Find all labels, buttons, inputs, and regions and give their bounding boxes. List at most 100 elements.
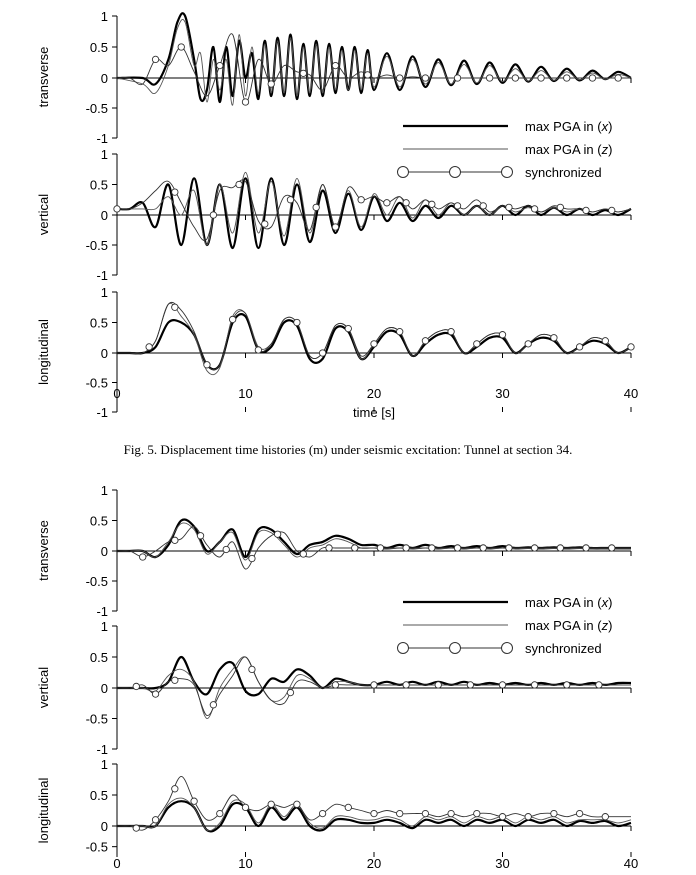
sync-marker-0-0-1 — [177, 43, 185, 51]
y-tick-label-1-2-2: 0 — [101, 819, 108, 834]
sync-marker-1-0-10 — [402, 544, 410, 552]
sync-marker-0-1-11 — [428, 200, 436, 208]
sync-marker-0-0-5 — [299, 69, 307, 78]
sync-marker-0-2-12 — [473, 340, 481, 348]
series-synchronized-0-1 — [116, 179, 632, 241]
y-tick-label-0-2-2: 0 — [101, 346, 108, 361]
sync-marker-0-1-12 — [453, 202, 462, 210]
sync-marker-0-2-0 — [145, 343, 153, 351]
y-tick-label-0-2-3: -0.5 — [86, 376, 108, 391]
y-tick-label-1-1-0: 1 — [101, 619, 108, 634]
sync-marker-0-2-14 — [524, 340, 532, 348]
legend-label-0-s: synchronized — [525, 165, 602, 180]
sync-marker-0-2-17 — [601, 337, 609, 345]
sync-marker-1-2-2 — [171, 785, 179, 793]
sync-marker-0-0-9 — [421, 74, 430, 82]
x-axis-label-0: time [s] — [353, 405, 395, 420]
sync-marker-0-0-6 — [331, 61, 340, 70]
legend-marker-0-1 — [449, 166, 461, 178]
sync-marker-0-2-11 — [447, 327, 455, 336]
legend-label-1-x: max PGA in (x) — [525, 595, 612, 610]
sync-marker-1-2-10 — [370, 809, 378, 818]
sync-marker-1-0-12 — [453, 544, 462, 552]
sync-marker-0-0-14 — [563, 74, 571, 82]
y-tick-label-1-1-4: -1 — [96, 742, 108, 757]
sync-marker-0-0-11 — [485, 74, 494, 82]
series-max-pga-in-z--0-0 — [116, 19, 632, 106]
sync-marker-0-0-4 — [267, 80, 275, 88]
sync-marker-0-0-8 — [396, 74, 404, 82]
y-tick-label-0-0-0: 1 — [101, 9, 108, 24]
sync-marker-1-2-13 — [447, 809, 455, 818]
legend-label-1-z: max PGA in (z) — [525, 618, 612, 633]
y-axis-label-0-2: longitudinal — [36, 319, 51, 385]
sync-marker-0-1-1 — [171, 188, 179, 196]
sync-marker-1-2-19 — [601, 813, 609, 821]
sync-marker-1-0-2 — [196, 532, 205, 540]
sync-marker-0-2-13 — [498, 331, 507, 339]
sync-marker-1-1-3 — [209, 701, 218, 709]
sync-marker-1-1-5 — [286, 688, 295, 697]
legend-label-1-s: synchronized — [525, 641, 602, 656]
sync-marker-0-2-5 — [293, 318, 301, 327]
sync-marker-0-2-16 — [575, 343, 584, 351]
y-tick-label-0-2-4: -1 — [96, 405, 108, 420]
y-tick-label-0-2-0: 1 — [101, 285, 108, 300]
figure-caption: Fig. 5. Displacement time histories (m) … — [123, 442, 573, 457]
sync-marker-1-2-0 — [132, 824, 140, 832]
y-tick-label-1-0-2: 0 — [101, 544, 108, 559]
sync-marker-1-2-9 — [344, 803, 352, 812]
y-tick-label-1-0-4: -1 — [96, 604, 108, 619]
sync-marker-0-0-3 — [241, 98, 250, 106]
y-tick-label-1-1-2: 0 — [101, 681, 108, 696]
sync-marker-1-1-7 — [370, 681, 378, 689]
sync-marker-1-0-15 — [530, 544, 539, 552]
sync-marker-0-1-0 — [113, 205, 121, 213]
sync-marker-1-2-1 — [151, 816, 160, 824]
sync-marker-1-0-8 — [351, 544, 359, 552]
y-tick-label-1-0-1: 0.5 — [90, 514, 108, 529]
sync-marker-1-0-4 — [248, 554, 256, 563]
sync-marker-0-1-6 — [312, 203, 320, 212]
sync-marker-1-0-11 — [428, 544, 436, 552]
y-axis-label-1-0: transverse — [36, 520, 51, 581]
sync-marker-0-2-4 — [254, 346, 263, 354]
sync-marker-0-0-7 — [363, 71, 372, 79]
sync-marker-1-1-1 — [151, 690, 160, 698]
sync-marker-0-1-2 — [209, 211, 218, 219]
sync-marker-0-1-3 — [235, 180, 243, 189]
sync-marker-1-2-6 — [267, 800, 275, 808]
y-tick-label-0-1-0: 1 — [101, 147, 108, 162]
series-max-pga-in-x--0-0 — [116, 12, 632, 104]
sync-marker-0-1-10 — [402, 199, 410, 207]
sync-marker-1-1-2 — [171, 676, 179, 684]
sync-marker-1-1-13 — [563, 681, 571, 689]
sync-marker-1-2-7 — [293, 800, 301, 808]
legend-marker-0-0 — [397, 166, 409, 178]
series-synchronized-0-0 — [116, 33, 631, 103]
sync-marker-0-1-9 — [383, 199, 391, 207]
sync-marker-1-0-7 — [325, 544, 333, 552]
y-tick-label-0-1-1: 0.5 — [90, 178, 108, 193]
sync-marker-1-1-6 — [331, 681, 340, 689]
sync-marker-1-0-14 — [505, 544, 513, 552]
legend-label-0-x: max PGA in (x) — [525, 119, 612, 134]
x-tick-label-1-3: 30 — [495, 856, 509, 871]
sync-marker-0-1-4 — [261, 220, 269, 228]
sync-marker-0-1-14 — [505, 203, 513, 212]
sync-marker-0-1-16 — [556, 203, 564, 212]
sync-marker-1-1-14 — [595, 681, 603, 689]
y-tick-label-0-0-2: 0 — [101, 71, 108, 86]
sync-marker-0-1-17 — [582, 206, 590, 215]
y-tick-label-0-1-4: -1 — [96, 268, 108, 283]
series-max-pga-in-x--0-1 — [116, 177, 632, 250]
sync-marker-1-0-3 — [222, 545, 230, 554]
sync-marker-0-0-2 — [216, 61, 224, 70]
y-tick-label-1-1-3: -0.5 — [86, 712, 108, 727]
y-tick-label-1-0-3: -0.5 — [86, 574, 108, 589]
legend-marker-1-1 — [449, 642, 461, 654]
y-tick-label-0-0-4: -1 — [96, 131, 108, 146]
sync-marker-0-1-15 — [530, 205, 539, 213]
y-tick-label-0-2-1: 0.5 — [90, 316, 108, 331]
